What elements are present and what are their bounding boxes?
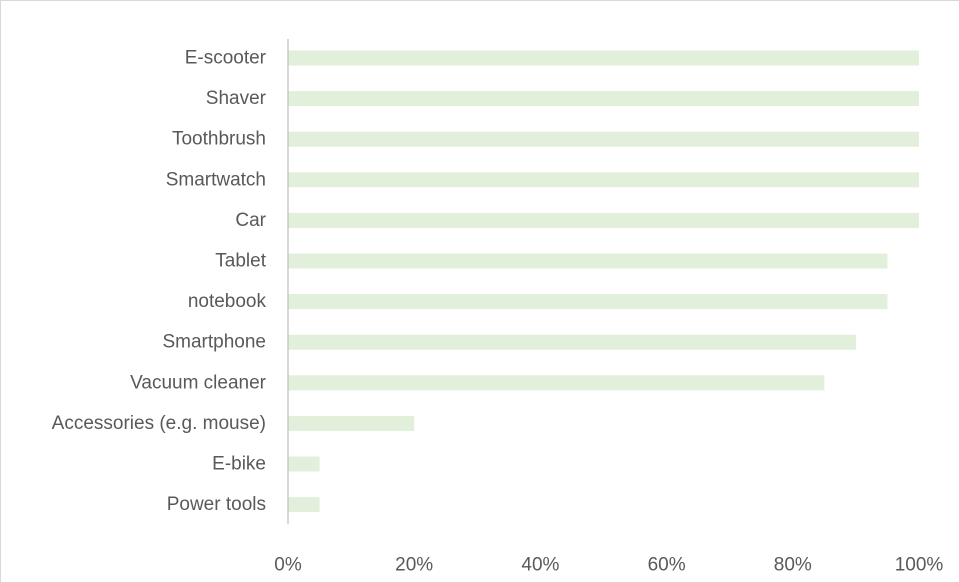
category-label: Smartwatch xyxy=(166,169,266,190)
category-label: Accessories (e.g. mouse) xyxy=(52,413,266,434)
bar-accessories-e-g-mouse xyxy=(288,415,415,431)
category-label: Vacuum cleaner xyxy=(130,372,267,393)
x-tick-label: 100% xyxy=(895,555,944,576)
bar-power-tools xyxy=(288,497,320,513)
bar-notebook xyxy=(288,294,888,310)
category-label: Power tools xyxy=(167,494,266,515)
bar-e-scooter xyxy=(288,50,919,66)
bar-shaver xyxy=(288,91,919,107)
category-label: E-bike xyxy=(212,454,266,475)
bar-toothbrush xyxy=(288,131,919,147)
bar-tablet xyxy=(288,253,888,269)
category-label: E-scooter xyxy=(185,48,267,69)
x-tick-label: 60% xyxy=(648,555,686,576)
bar-vacuum-cleaner xyxy=(288,375,825,391)
category-label: Toothbrush xyxy=(172,129,266,150)
x-tick-label: 40% xyxy=(521,555,559,576)
category-label: Shaver xyxy=(206,88,267,109)
category-label: notebook xyxy=(188,291,267,312)
bar-smartphone xyxy=(288,334,856,350)
bar-e-bike xyxy=(288,456,320,472)
bar-car xyxy=(288,212,919,228)
category-label: Smartphone xyxy=(162,332,266,353)
bar-smartwatch xyxy=(288,172,919,188)
x-tick-label: 0% xyxy=(274,555,302,576)
x-tick-label: 20% xyxy=(395,555,433,576)
category-label: Car xyxy=(235,210,266,231)
x-tick-label: 80% xyxy=(774,555,812,576)
category-label: Tablet xyxy=(215,251,266,272)
